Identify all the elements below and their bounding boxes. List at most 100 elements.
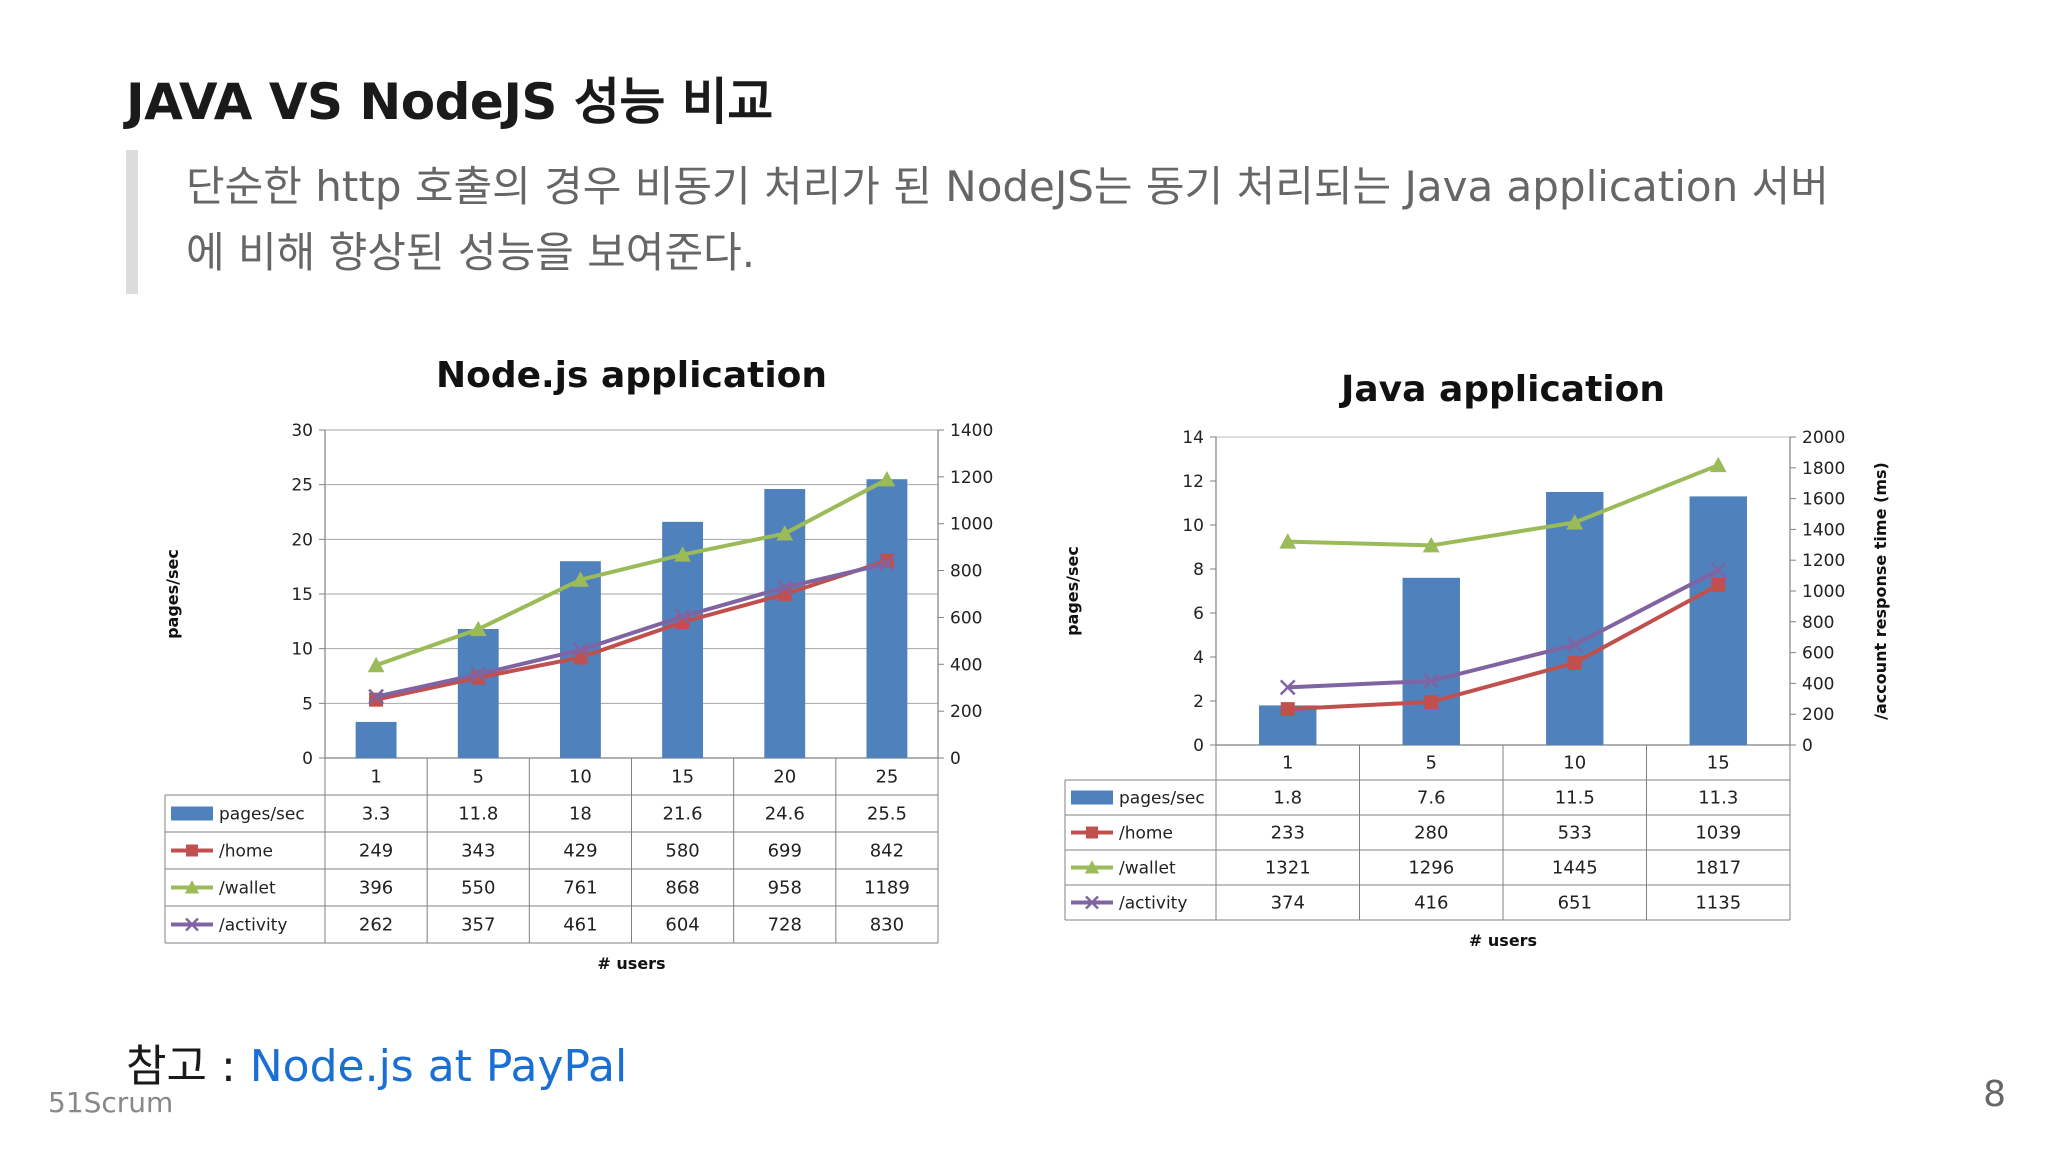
legend-marker bbox=[1084, 860, 1100, 874]
quote-line-2: 에 비해 향상된 성능을 보여준다. bbox=[186, 228, 756, 277]
data-label: 416 bbox=[1414, 893, 1448, 914]
bar bbox=[1689, 496, 1747, 745]
y-tick-label: 10 bbox=[291, 640, 313, 660]
data-label: 11.5 bbox=[1555, 788, 1595, 809]
reference: 참고 : Node.js at PayPal bbox=[126, 1030, 627, 1094]
y-tick-label: 0 bbox=[1193, 736, 1204, 756]
legend-key bbox=[171, 806, 213, 821]
y2-tick-label: 800 bbox=[1802, 613, 1834, 633]
y2-tick-label: 1000 bbox=[1802, 582, 1845, 602]
data-label: 25.5 bbox=[867, 804, 907, 825]
series-point bbox=[1424, 694, 1439, 709]
series-point bbox=[1422, 537, 1440, 553]
java-chart: 0 2 4 6 8 10 12 14 0 200 400 600 800 1000 1200 1400 1600… bbox=[1063, 369, 1890, 950]
data-label: 699 bbox=[768, 841, 802, 862]
brand-footer: 51Scrum bbox=[48, 1086, 174, 1119]
data-label: 1817 bbox=[1695, 858, 1741, 879]
y2-tick-label: 200 bbox=[1802, 705, 1834, 725]
data-label: 958 bbox=[768, 878, 802, 899]
series-point bbox=[572, 642, 589, 658]
y-tick-label: 5 bbox=[302, 694, 313, 714]
legend-marker bbox=[1086, 826, 1098, 839]
series-point bbox=[1423, 673, 1440, 689]
reference-link[interactable]: Node.js at PayPal bbox=[249, 1041, 628, 1092]
data-label: 1189 bbox=[864, 878, 910, 899]
series-point bbox=[1280, 702, 1295, 717]
series-point bbox=[878, 471, 896, 487]
series-point bbox=[674, 546, 691, 562]
data-label: 1321 bbox=[1265, 858, 1311, 879]
y2-tick-label: 1600 bbox=[1802, 490, 1845, 510]
series-line bbox=[375, 561, 888, 699]
series-point bbox=[1566, 636, 1583, 653]
y-tick-label: 6 bbox=[1193, 604, 1204, 624]
series-point bbox=[1567, 655, 1582, 670]
y-tick-label: 10 bbox=[1182, 516, 1204, 536]
y2-tick-label: 0 bbox=[1802, 736, 1813, 756]
y2-tick-label: 1200 bbox=[1802, 551, 1845, 571]
reference-label: 참고 : bbox=[126, 1041, 250, 1092]
data-label: 396 bbox=[359, 878, 393, 899]
y2-tick-label: 600 bbox=[1802, 644, 1834, 664]
y2-tick-label: 1000 bbox=[950, 515, 993, 535]
data-label: 461 bbox=[563, 915, 597, 936]
series-point bbox=[572, 571, 589, 587]
data-label: 550 bbox=[461, 878, 495, 899]
x-tick-label: 10 bbox=[569, 767, 592, 788]
page-title: JAVA VS NodeJS 성능 비교 bbox=[126, 73, 773, 131]
data-label: 21.6 bbox=[663, 804, 703, 825]
legend-key bbox=[1071, 790, 1113, 805]
y-tick-label: 4 bbox=[1193, 648, 1204, 668]
series-point bbox=[1711, 577, 1726, 592]
data-label: 233 bbox=[1271, 823, 1305, 844]
y2-tick-label: 1200 bbox=[950, 468, 993, 488]
y-tick-label: 8 bbox=[1193, 560, 1204, 580]
data-label: 1.8 bbox=[1273, 788, 1302, 809]
chart-title: Java application bbox=[1338, 369, 1665, 410]
data-label: 1135 bbox=[1695, 893, 1741, 914]
legend-marker bbox=[185, 917, 199, 932]
legend-marker bbox=[1085, 895, 1099, 910]
data-label: 1445 bbox=[1552, 858, 1598, 879]
series-point bbox=[1710, 562, 1727, 579]
y2-tick-label: 0 bbox=[950, 749, 961, 769]
y-tick-label: 0 bbox=[302, 749, 313, 769]
y2-tick-label: 400 bbox=[950, 655, 982, 675]
data-label: 651 bbox=[1558, 893, 1592, 914]
x-tick-label: 10 bbox=[1563, 753, 1586, 774]
bar bbox=[1546, 492, 1604, 745]
series-point bbox=[368, 688, 384, 705]
data-label: 533 bbox=[1558, 823, 1592, 844]
y-tick-label: 20 bbox=[291, 530, 313, 550]
y2-tick-label: 1400 bbox=[950, 421, 993, 441]
data-label: 7.6 bbox=[1417, 788, 1446, 809]
series-point bbox=[776, 525, 794, 541]
data-label: 249 bbox=[359, 841, 393, 862]
y-tick-label: 2 bbox=[1193, 692, 1204, 712]
bar bbox=[457, 628, 499, 758]
legend-label: /home bbox=[1119, 824, 1173, 844]
legend-marker bbox=[184, 880, 200, 894]
x-tick-label: 15 bbox=[671, 767, 694, 788]
series-line bbox=[1287, 583, 1720, 712]
y2-tick-label: 200 bbox=[950, 702, 982, 722]
legend-marker bbox=[186, 844, 198, 857]
blockquote: 단순한 http 호출의 경우 비동기 처리가 된 NodeJS는 동기 처리되… bbox=[126, 150, 1886, 294]
series-line bbox=[375, 558, 888, 702]
series-line bbox=[375, 477, 888, 668]
y2-tick-label: 2000 bbox=[1802, 428, 1845, 448]
series-line bbox=[1287, 463, 1719, 548]
series-point bbox=[469, 620, 487, 637]
x-tick-label: 1 bbox=[370, 767, 381, 788]
y-tick-label: 15 bbox=[291, 585, 313, 605]
data-label: 374 bbox=[1271, 893, 1305, 914]
y-tick-label: 25 bbox=[291, 476, 313, 496]
x-tick-label: 1 bbox=[1282, 753, 1293, 774]
series-point bbox=[1279, 533, 1297, 549]
legend-label: /activity bbox=[219, 916, 287, 936]
data-label: 3.3 bbox=[362, 804, 391, 825]
bar bbox=[355, 721, 397, 758]
bar bbox=[1402, 577, 1460, 745]
y2-tick-label: 1800 bbox=[1802, 459, 1845, 479]
series-point bbox=[776, 579, 793, 596]
